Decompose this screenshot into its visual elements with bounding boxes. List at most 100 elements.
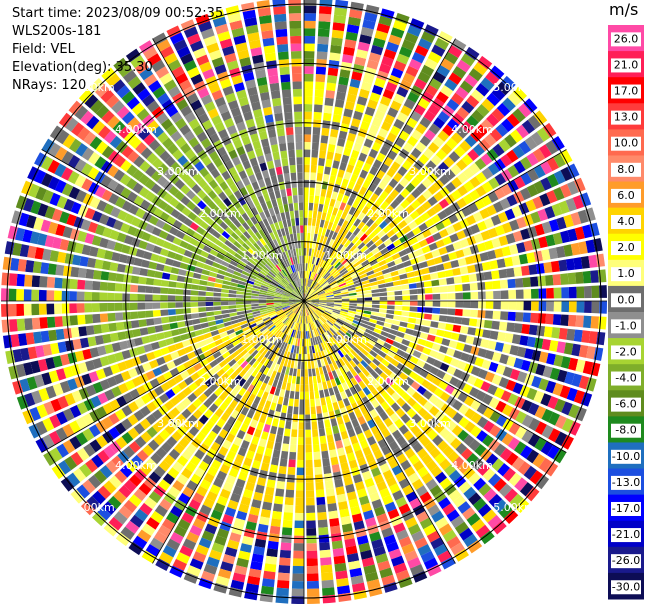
ppi-gate xyxy=(172,260,181,267)
ppi-gate xyxy=(333,184,340,193)
ppi-gate xyxy=(497,332,506,342)
ppi-gate xyxy=(16,289,24,301)
ppi-gate xyxy=(558,260,567,272)
ppi-gate xyxy=(387,296,395,300)
ppi-gate xyxy=(304,0,317,6)
ppi-gate xyxy=(523,301,531,311)
ppi-gate xyxy=(325,98,334,107)
ppi-gate xyxy=(285,497,294,505)
range-label: 2.00km xyxy=(367,375,409,388)
ppi-gate xyxy=(531,289,539,299)
ppi-gate xyxy=(263,107,272,116)
ppi-gate xyxy=(365,297,373,300)
ppi-gate xyxy=(436,264,445,272)
ppi-gate xyxy=(321,565,333,573)
ppi-gate xyxy=(184,277,192,283)
ppi-gate xyxy=(264,494,274,503)
ppi-gate xyxy=(285,390,290,398)
ppi-gate xyxy=(298,187,303,195)
ppi-gate xyxy=(305,384,309,392)
ppi-gate xyxy=(451,332,460,340)
ppi-gate xyxy=(377,317,385,322)
ppi-gate xyxy=(581,256,590,269)
ppi-gate xyxy=(323,174,329,182)
ppi-gate xyxy=(214,283,222,288)
ppi-gate xyxy=(215,278,223,283)
ppi-gate xyxy=(554,301,562,312)
ppi-gate xyxy=(183,296,191,301)
ppi-gate xyxy=(318,158,325,166)
ppi-gate xyxy=(137,294,145,301)
ppi-gate xyxy=(294,543,304,551)
ppi-gate xyxy=(296,225,300,233)
ppi-gate xyxy=(508,301,516,310)
ppi-gate xyxy=(584,286,592,298)
ppi-gate xyxy=(263,38,275,47)
ppi-gate xyxy=(281,535,292,543)
ppi-gate xyxy=(425,301,433,306)
ppi-gate xyxy=(266,440,274,449)
ppi-gate xyxy=(304,180,309,188)
ppi-gate xyxy=(414,325,422,332)
ppi-gate xyxy=(304,51,314,59)
ppi-gate xyxy=(371,289,379,293)
ppi-gate xyxy=(337,447,345,456)
ppi-gate xyxy=(379,305,387,309)
ppi-gate xyxy=(9,289,17,301)
ppi-gate xyxy=(160,287,168,293)
ppi-gate xyxy=(175,296,183,301)
ppi-gate xyxy=(372,297,380,300)
ppi-gate xyxy=(299,346,302,354)
ppi-gate xyxy=(206,292,214,297)
ppi-gate xyxy=(299,210,303,218)
ppi-gate xyxy=(583,316,591,328)
ppi-gate xyxy=(279,420,285,428)
ppi-gate xyxy=(209,272,217,278)
range-label: 1.00km xyxy=(241,333,283,346)
ppi-gate xyxy=(1,304,9,317)
ppi-gate xyxy=(306,490,314,498)
ppi-gate xyxy=(306,528,316,536)
ppi-gate xyxy=(304,150,310,158)
ppi-gate xyxy=(313,234,317,242)
ppi-gate xyxy=(319,390,324,398)
ppi-gate xyxy=(298,445,304,453)
ppi-gate xyxy=(183,308,191,314)
ppi-gate xyxy=(307,233,310,241)
ppi-gate xyxy=(410,301,418,306)
ppi-gate xyxy=(300,384,304,392)
ppi-gate xyxy=(273,503,283,512)
ppi-gate xyxy=(454,317,462,324)
ppi-gate xyxy=(290,36,301,44)
ppi-gate xyxy=(153,287,161,294)
ppi-gate xyxy=(371,285,379,289)
ppi-gate xyxy=(315,82,325,90)
ppi-gate xyxy=(261,99,271,108)
ppi-gate xyxy=(24,318,33,330)
ppi-gate xyxy=(283,374,288,382)
ppi-gate xyxy=(378,284,386,289)
ppi-gate xyxy=(599,301,607,314)
ppi-gate xyxy=(286,188,292,196)
ppi-gate xyxy=(259,303,267,305)
ppi-gate xyxy=(553,274,561,285)
ppi-gate xyxy=(310,233,314,241)
ppi-gate xyxy=(334,299,342,301)
ppi-gate xyxy=(482,329,491,338)
ppi-gate xyxy=(199,280,207,286)
ppi-gate xyxy=(295,134,302,142)
ppi-gate xyxy=(290,165,296,173)
ppi-gate xyxy=(271,175,278,184)
ppi-gate xyxy=(261,138,269,147)
ppi-gate xyxy=(508,290,516,299)
ppi-gate xyxy=(17,274,25,286)
ppi-gate xyxy=(306,520,316,528)
ppi-gate xyxy=(284,173,290,181)
ppi-gate xyxy=(372,301,380,304)
ppi-gate xyxy=(327,496,336,505)
ppi-gate xyxy=(86,325,95,335)
ppi-gate xyxy=(342,296,350,298)
ppi-gate xyxy=(493,301,501,309)
ppi-gate xyxy=(261,431,269,440)
ppi-gate xyxy=(291,383,296,391)
